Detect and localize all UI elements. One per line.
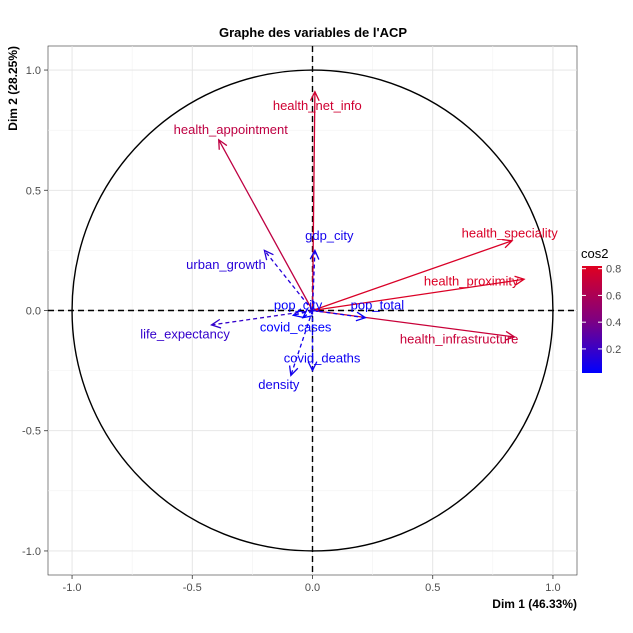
legend-title: cos2 xyxy=(581,246,608,261)
arrow-head xyxy=(218,138,228,150)
legend-tick-label: 0.8 xyxy=(606,264,621,276)
label-health-infrastructure: health_infrastructure xyxy=(400,331,519,346)
label-health-net-info: health_net_info xyxy=(273,98,362,113)
arrow-density xyxy=(288,310,314,377)
arrow-pop-total xyxy=(312,309,367,322)
arrow-urban-growth xyxy=(263,249,314,311)
arrow-shaft xyxy=(312,309,366,319)
arrow-life-expectancy xyxy=(210,309,313,329)
arrow-shaft xyxy=(311,250,316,311)
arrow-head xyxy=(514,275,526,286)
plot-panel: health_net_info health_appointment health_… xyxy=(47,45,578,576)
x-tick-label: -1.0 xyxy=(63,582,82,594)
legend-tick-label: 0.2 xyxy=(606,344,621,356)
arrow-health-speciality xyxy=(312,238,514,312)
arrow-shaft xyxy=(263,249,314,311)
arrow-shaft xyxy=(302,309,313,319)
arrow-head xyxy=(309,90,320,102)
label-pop-total: pop_total xyxy=(351,298,405,313)
label-health-appointment: health_appointment xyxy=(174,122,289,137)
x-tick-label: 0.5 xyxy=(425,582,440,594)
label-covid-cases: covid_cases xyxy=(260,319,332,334)
arrow-shaft xyxy=(290,310,314,376)
label-gdp-city: gdp_city xyxy=(305,228,354,243)
y-axis-ticks: -1.0 -0.5 0.0 0.5 1.0 xyxy=(22,65,48,558)
legend-tick-label: 0.6 xyxy=(606,290,621,302)
x-tick-label: -0.5 xyxy=(183,582,202,594)
y-tick-label: 1.0 xyxy=(26,65,41,77)
variable-arrows xyxy=(210,90,526,377)
arrow-head xyxy=(502,238,514,249)
arrow-head xyxy=(263,249,274,261)
legend-tick-label: 0.4 xyxy=(606,317,621,329)
y-tick-label: -1.0 xyxy=(22,546,41,558)
arrow-health-infrastructure xyxy=(312,309,516,341)
arrow-shaft xyxy=(211,309,313,326)
arrow-head xyxy=(504,330,516,341)
arrow-head xyxy=(309,248,320,260)
label-pop-city: pop_city xyxy=(274,298,323,313)
arrow-head xyxy=(355,311,367,322)
label-health-speciality: health_speciality xyxy=(462,226,559,241)
label-density: density xyxy=(258,377,300,392)
label-covid-deaths: covid_deaths xyxy=(284,351,361,366)
arrow-health-appointment xyxy=(218,138,314,311)
x-axis-ticks: -1.0 -0.5 0.0 0.5 1.0 xyxy=(63,575,561,594)
arrow-shaft xyxy=(312,240,513,312)
legend-ticks: 0.2 0.4 0.6 0.8 xyxy=(582,264,621,356)
y-tick-label: 0.5 xyxy=(26,185,41,197)
arrow-head xyxy=(291,308,304,318)
x-tick-label: 0.0 xyxy=(305,582,320,594)
x-axis-title: Dim 1 (46.33%) xyxy=(492,597,577,611)
arrow-head xyxy=(288,365,299,377)
label-life-expectancy: life_expectancy xyxy=(140,327,230,342)
label-health-proximity: health_proximity xyxy=(424,274,519,289)
label-urban-growth: urban_growth xyxy=(186,257,266,272)
arrow-covid-cases xyxy=(301,308,313,319)
arrow-head xyxy=(301,308,313,319)
legend-colorbar xyxy=(582,266,602,373)
x-tick-label: 1.0 xyxy=(545,582,560,594)
arrow-shaft xyxy=(312,278,525,312)
arrow-shaft xyxy=(311,91,316,311)
y-tick-label: 0.0 xyxy=(26,306,41,318)
arrow-gdp-city xyxy=(309,248,320,311)
arrow-shaft xyxy=(218,139,314,311)
y-tick-label: -0.5 xyxy=(22,426,41,438)
arrow-covid-deaths xyxy=(307,310,318,373)
arrow-shaft xyxy=(312,309,515,338)
arrow-head xyxy=(210,318,222,329)
arrow-head xyxy=(307,361,318,373)
chart-title: Graphe des variables de l'ACP xyxy=(219,25,407,40)
y-axis-title: Dim 2 (28.25%) xyxy=(6,46,20,131)
arrow-health-proximity xyxy=(312,275,526,312)
arrow-health-net-info xyxy=(309,90,320,311)
cos2-legend: cos2 0.2 0.4 0.6 0.8 xyxy=(581,246,621,373)
variable-labels: health_net_info health_appointment health_… xyxy=(140,98,558,392)
